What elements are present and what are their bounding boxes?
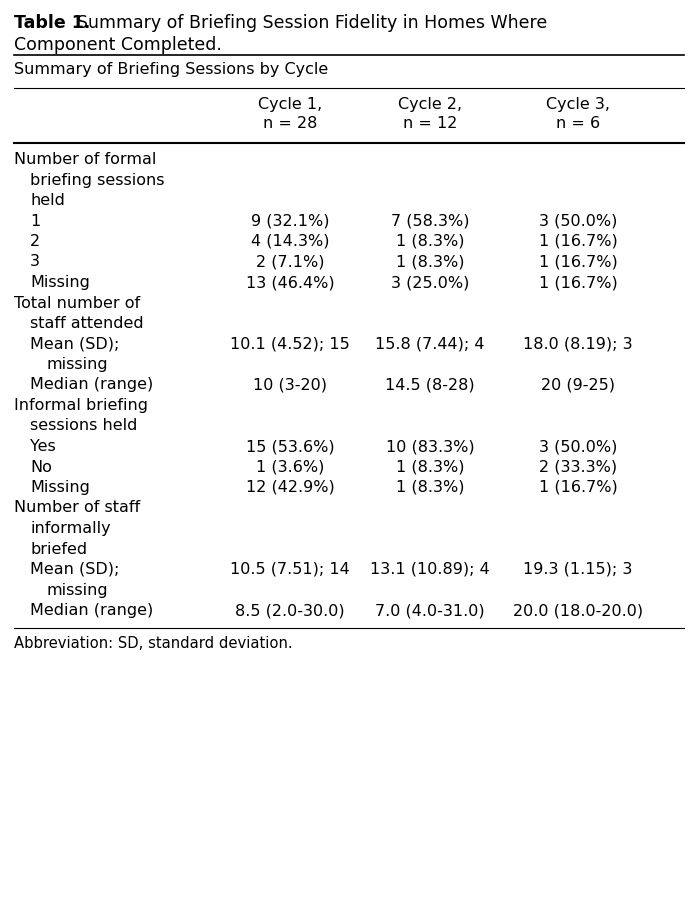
Text: 1 (16.7%): 1 (16.7%) [539, 254, 617, 270]
Text: Mean (SD);: Mean (SD); [30, 562, 119, 577]
Text: n = 28: n = 28 [263, 116, 317, 131]
Text: 1 (8.3%): 1 (8.3%) [396, 459, 464, 475]
Text: 10 (83.3%): 10 (83.3%) [386, 439, 475, 454]
Text: missing: missing [46, 357, 107, 372]
Text: 3 (25.0%): 3 (25.0%) [391, 275, 469, 290]
Text: briefed: briefed [30, 541, 87, 556]
Text: Yes: Yes [30, 439, 56, 454]
Text: Missing: Missing [30, 480, 90, 495]
Text: Informal briefing: Informal briefing [14, 398, 148, 413]
Text: 3 (50.0%): 3 (50.0%) [539, 213, 617, 228]
Text: 1 (16.7%): 1 (16.7%) [539, 234, 617, 249]
Text: Cycle 3,: Cycle 3, [546, 97, 610, 112]
Text: staff attended: staff attended [30, 316, 144, 331]
Text: Abbreviation: SD, standard deviation.: Abbreviation: SD, standard deviation. [14, 636, 292, 650]
Text: 10.1 (4.52); 15: 10.1 (4.52); 15 [230, 336, 350, 351]
Text: Number of formal: Number of formal [14, 152, 156, 167]
Text: Table 1.: Table 1. [14, 14, 90, 32]
Text: Summary of Briefing Session Fidelity in Homes Where: Summary of Briefing Session Fidelity in … [77, 14, 547, 32]
Text: 7 (58.3%): 7 (58.3%) [391, 213, 469, 228]
Text: Summary of Briefing Sessions by Cycle: Summary of Briefing Sessions by Cycle [14, 62, 328, 77]
Text: Missing: Missing [30, 275, 90, 290]
Text: 13.1 (10.89); 4: 13.1 (10.89); 4 [370, 562, 490, 577]
Text: 1: 1 [30, 213, 40, 228]
Text: held: held [30, 193, 65, 208]
Text: Cycle 1,: Cycle 1, [258, 97, 322, 112]
Text: 2 (7.1%): 2 (7.1%) [255, 254, 325, 270]
Text: Total number of: Total number of [14, 296, 140, 310]
Text: Cycle 2,: Cycle 2, [398, 97, 462, 112]
Text: 1 (16.7%): 1 (16.7%) [539, 480, 617, 495]
Text: Number of staff: Number of staff [14, 501, 140, 516]
Text: 12 (42.9%): 12 (42.9%) [246, 480, 334, 495]
Text: 10.5 (7.51); 14: 10.5 (7.51); 14 [230, 562, 350, 577]
Text: 8.5 (2.0-30.0): 8.5 (2.0-30.0) [235, 603, 345, 618]
Text: 13 (46.4%): 13 (46.4%) [246, 275, 334, 290]
Text: briefing sessions: briefing sessions [30, 173, 165, 188]
Text: 1 (8.3%): 1 (8.3%) [396, 234, 464, 249]
Text: informally: informally [30, 521, 110, 536]
Text: n = 6: n = 6 [556, 116, 600, 131]
Text: 4 (14.3%): 4 (14.3%) [251, 234, 329, 249]
Text: 2: 2 [30, 234, 40, 249]
Text: Median (range): Median (range) [30, 603, 154, 618]
Text: 3 (50.0%): 3 (50.0%) [539, 439, 617, 454]
Text: No: No [30, 459, 52, 475]
Text: 1 (3.6%): 1 (3.6%) [255, 459, 324, 475]
Text: n = 12: n = 12 [403, 116, 457, 131]
Text: 10 (3-20): 10 (3-20) [253, 378, 327, 393]
Text: sessions held: sessions held [30, 419, 138, 433]
Text: 15 (53.6%): 15 (53.6%) [246, 439, 334, 454]
Text: Component Completed.: Component Completed. [14, 36, 222, 54]
Text: 20.0 (18.0-20.0): 20.0 (18.0-20.0) [513, 603, 643, 618]
Text: missing: missing [46, 582, 107, 598]
Text: 18.0 (8.19); 3: 18.0 (8.19); 3 [524, 336, 633, 351]
Text: Median (range): Median (range) [30, 378, 154, 393]
Text: 1 (16.7%): 1 (16.7%) [539, 275, 617, 290]
Text: 9 (32.1%): 9 (32.1%) [251, 213, 329, 228]
Text: 19.3 (1.15); 3: 19.3 (1.15); 3 [524, 562, 632, 577]
Text: 1 (8.3%): 1 (8.3%) [396, 480, 464, 495]
Text: 1 (8.3%): 1 (8.3%) [396, 254, 464, 270]
Text: 20 (9-25): 20 (9-25) [541, 378, 615, 393]
Text: 3: 3 [30, 254, 40, 270]
Text: 7.0 (4.0-31.0): 7.0 (4.0-31.0) [376, 603, 485, 618]
Text: 2 (33.3%): 2 (33.3%) [539, 459, 617, 475]
Text: 14.5 (8-28): 14.5 (8-28) [385, 378, 475, 393]
Text: 15.8 (7.44); 4: 15.8 (7.44); 4 [376, 336, 484, 351]
Text: Mean (SD);: Mean (SD); [30, 336, 119, 351]
